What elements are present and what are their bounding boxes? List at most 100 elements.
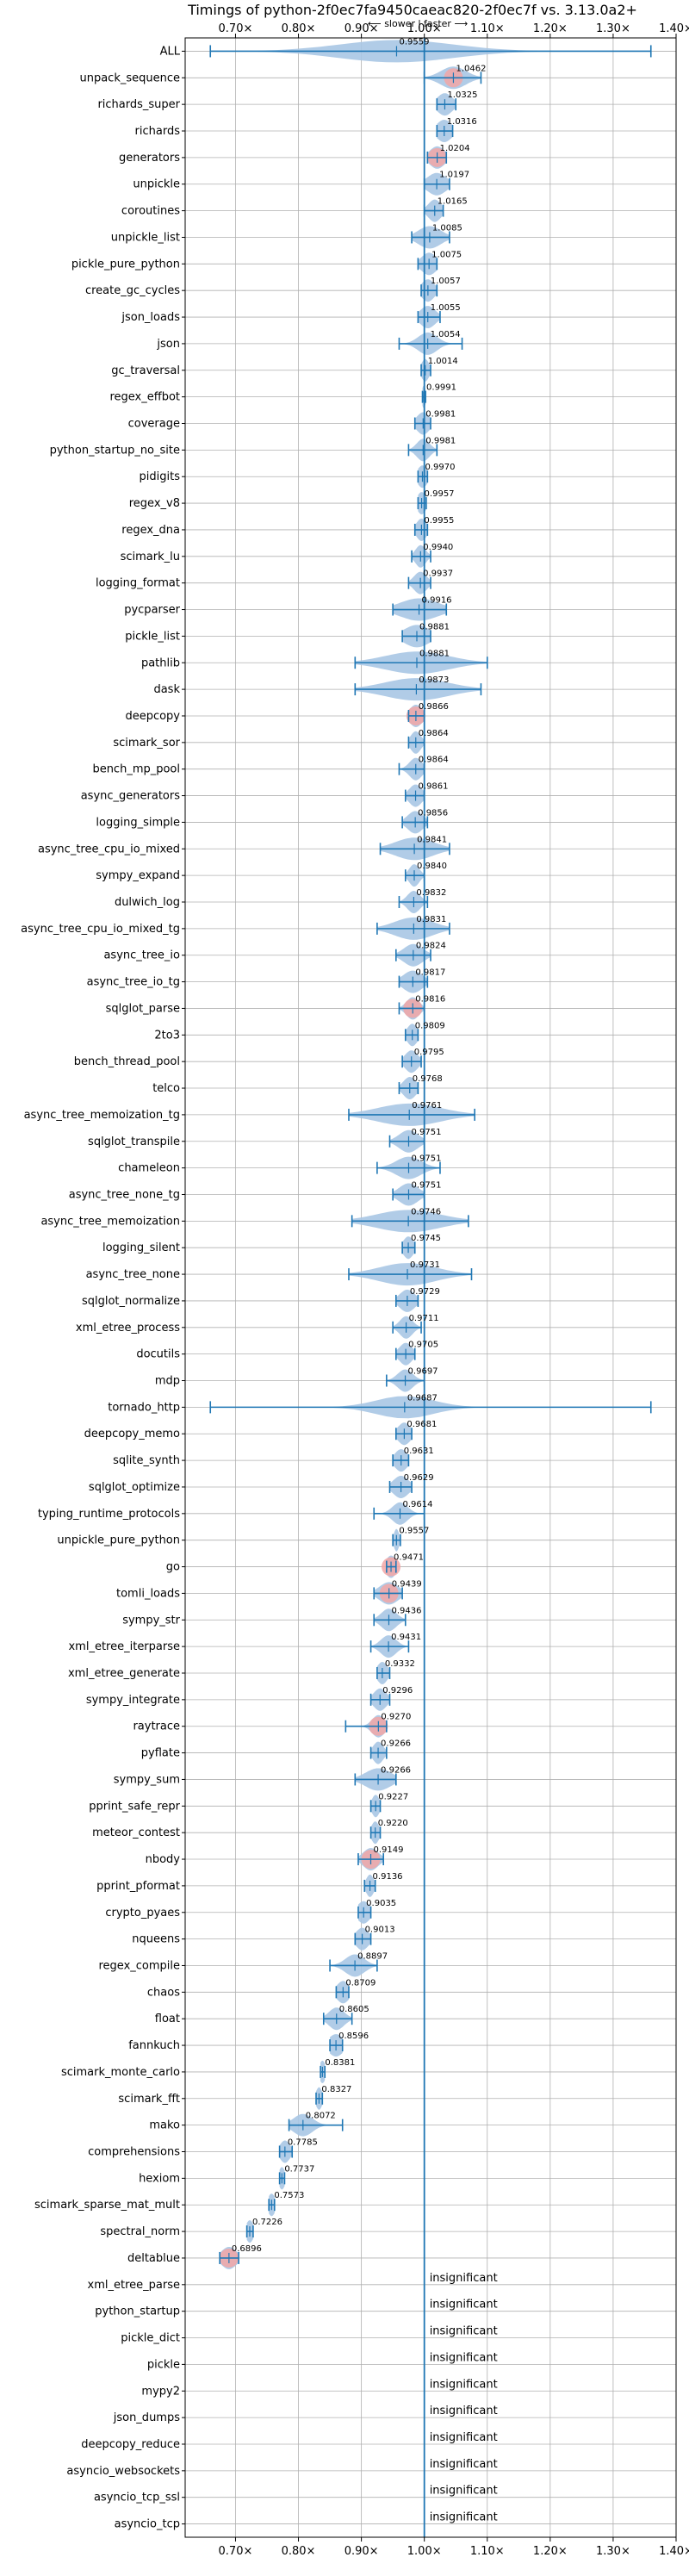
value-label: 0.9136 <box>373 1872 403 1882</box>
insignificant-label: insignificant <box>430 2458 498 2471</box>
value-label: 0.9687 <box>407 1393 438 1403</box>
category-label: regex_v8 <box>129 497 180 510</box>
value-label: 0.8072 <box>306 2112 336 2121</box>
category-label: dask <box>153 683 180 696</box>
value-label: 1.0075 <box>431 250 462 259</box>
category-label: pprint_safe_repr <box>89 1800 180 1813</box>
value-label: 0.9731 <box>410 1260 440 1270</box>
category-label: scimark_sor <box>113 737 180 750</box>
value-label: 0.9955 <box>424 516 454 526</box>
value-label: 0.9981 <box>425 409 456 419</box>
category-label: sqlglot_normalize <box>82 1295 180 1308</box>
value-label: 0.9809 <box>415 1021 445 1030</box>
category-label: scimark_fft <box>118 2093 180 2106</box>
category-label: json_dumps <box>113 2411 180 2424</box>
top-tick-label: 1.30× <box>596 22 630 35</box>
category-label: typing_runtime_protocols <box>38 1508 180 1521</box>
category-label: asyncio_websockets <box>66 2465 180 2478</box>
value-label: 0.9559 <box>399 37 429 47</box>
value-label: 0.9296 <box>382 1686 413 1696</box>
insignificant-label: insignificant <box>430 2378 498 2391</box>
value-label: 0.9266 <box>381 1765 411 1775</box>
category-label: deepcopy_memo <box>84 1428 180 1440</box>
category-label: xml_etree_parse <box>88 2279 180 2292</box>
value-label: 0.9013 <box>365 1926 395 1935</box>
value-label: 0.9681 <box>407 1420 437 1429</box>
value-label: 0.9557 <box>399 1527 429 1536</box>
category-label: pickle_list <box>125 630 180 643</box>
category-label: chaos <box>147 1986 180 1999</box>
category-label: async_tree_cpu_io_mixed <box>38 843 180 856</box>
value-label: 0.9816 <box>415 994 445 1004</box>
top-tick-label: 1.40× <box>659 22 689 35</box>
bottom-tick-label: 1.40× <box>659 2545 689 2558</box>
value-label: 0.8381 <box>325 2058 355 2068</box>
category-label: regex_compile <box>98 1959 180 1972</box>
value-label: 0.9866 <box>419 702 449 712</box>
axis-layer: 0.70× 0.70× 0.80× 0.80× 0.90× 0.90× 1.00× 1.00×… <box>182 22 689 2558</box>
value-label: 0.9266 <box>381 1739 411 1749</box>
category-label: pickle <box>147 2358 180 2371</box>
value-label: 0.9745 <box>411 1234 441 1243</box>
category-label: crypto_pyaes <box>105 1907 180 1920</box>
value-label: 0.7785 <box>288 2138 318 2148</box>
value-label: 0.8605 <box>339 2005 369 2014</box>
category-label: richards <box>135 125 181 138</box>
insignificant-label: insignificant <box>430 2272 498 2285</box>
value-label: 1.0316 <box>447 117 477 127</box>
category-label: pycparser <box>124 604 180 617</box>
value-label: 0.9439 <box>392 1579 422 1589</box>
slower-label: ⟵ slower <box>368 18 416 29</box>
value-label: 0.9705 <box>408 1341 438 1350</box>
category-label: sympy_expand <box>96 869 180 882</box>
category-label: sqlglot_optimize <box>89 1481 180 1494</box>
value-label: 0.9697 <box>408 1367 438 1377</box>
value-label: 0.9220 <box>378 1819 408 1828</box>
category-label: pidigits <box>140 470 181 483</box>
value-label: 0.9856 <box>418 808 448 818</box>
category-label: unpickle <box>133 178 180 191</box>
top-tick-label: 1.00× <box>407 22 442 35</box>
category-label: pprint_pformat <box>96 1880 180 1893</box>
value-label: 0.9729 <box>410 1287 440 1297</box>
value-label: 0.9881 <box>419 622 450 632</box>
value-label: 1.0014 <box>428 357 458 366</box>
category-label: async_tree_io <box>103 949 180 962</box>
value-label: 0.9751 <box>411 1128 441 1137</box>
category-label: deepcopy_reduce <box>81 2438 180 2451</box>
category-label: unpack_sequence <box>79 72 180 84</box>
category-label: xml_etree_generate <box>68 1667 180 1680</box>
category-label: raytrace <box>133 1720 180 1733</box>
value-label: 1.0462 <box>456 64 486 73</box>
category-label: async_generators <box>81 790 181 803</box>
value-label: 0.9035 <box>366 1899 396 1908</box>
category-label: richards_super <box>97 98 180 111</box>
value-label: 0.9864 <box>419 756 449 765</box>
category-label: chameleon <box>118 1162 180 1175</box>
insignificant-label: insignificant <box>430 2325 498 2338</box>
category-label: tornado_http <box>108 1401 180 1414</box>
top-tick-label: 1.20× <box>533 22 568 35</box>
category-label: async_tree_none <box>86 1268 180 1281</box>
bottom-tick-label: 1.30× <box>596 2545 630 2558</box>
insignificant-label: insignificant <box>430 2351 498 2364</box>
direction-separator: | <box>418 18 421 29</box>
bottom-tick-label: 1.20× <box>533 2545 568 2558</box>
value-label: 1.0325 <box>447 90 477 100</box>
value-label: 0.8327 <box>321 2085 351 2094</box>
category-label: deltablue <box>127 2252 180 2265</box>
category-label: pathlib <box>141 656 180 669</box>
category-label: pickle_pure_python <box>71 258 180 271</box>
bottom-tick-label: 0.90× <box>344 2545 379 2558</box>
category-label: regex_dna <box>121 524 180 537</box>
top-tick-label: 1.10× <box>470 22 505 35</box>
category-label: fannkuch <box>128 2039 180 2052</box>
category-label: async_tree_memoization <box>40 1215 180 1228</box>
category-label: sqlite_synth <box>113 1454 180 1467</box>
direction-labels: ⟵ slower | faster ⟶ <box>368 18 469 29</box>
value-label: 0.9751 <box>411 1154 441 1164</box>
value-label: 0.9991 <box>426 383 456 393</box>
value-label: 0.9981 <box>425 436 456 445</box>
category-label: mypy2 <box>141 2385 180 2398</box>
value-label: 0.9861 <box>419 782 449 792</box>
